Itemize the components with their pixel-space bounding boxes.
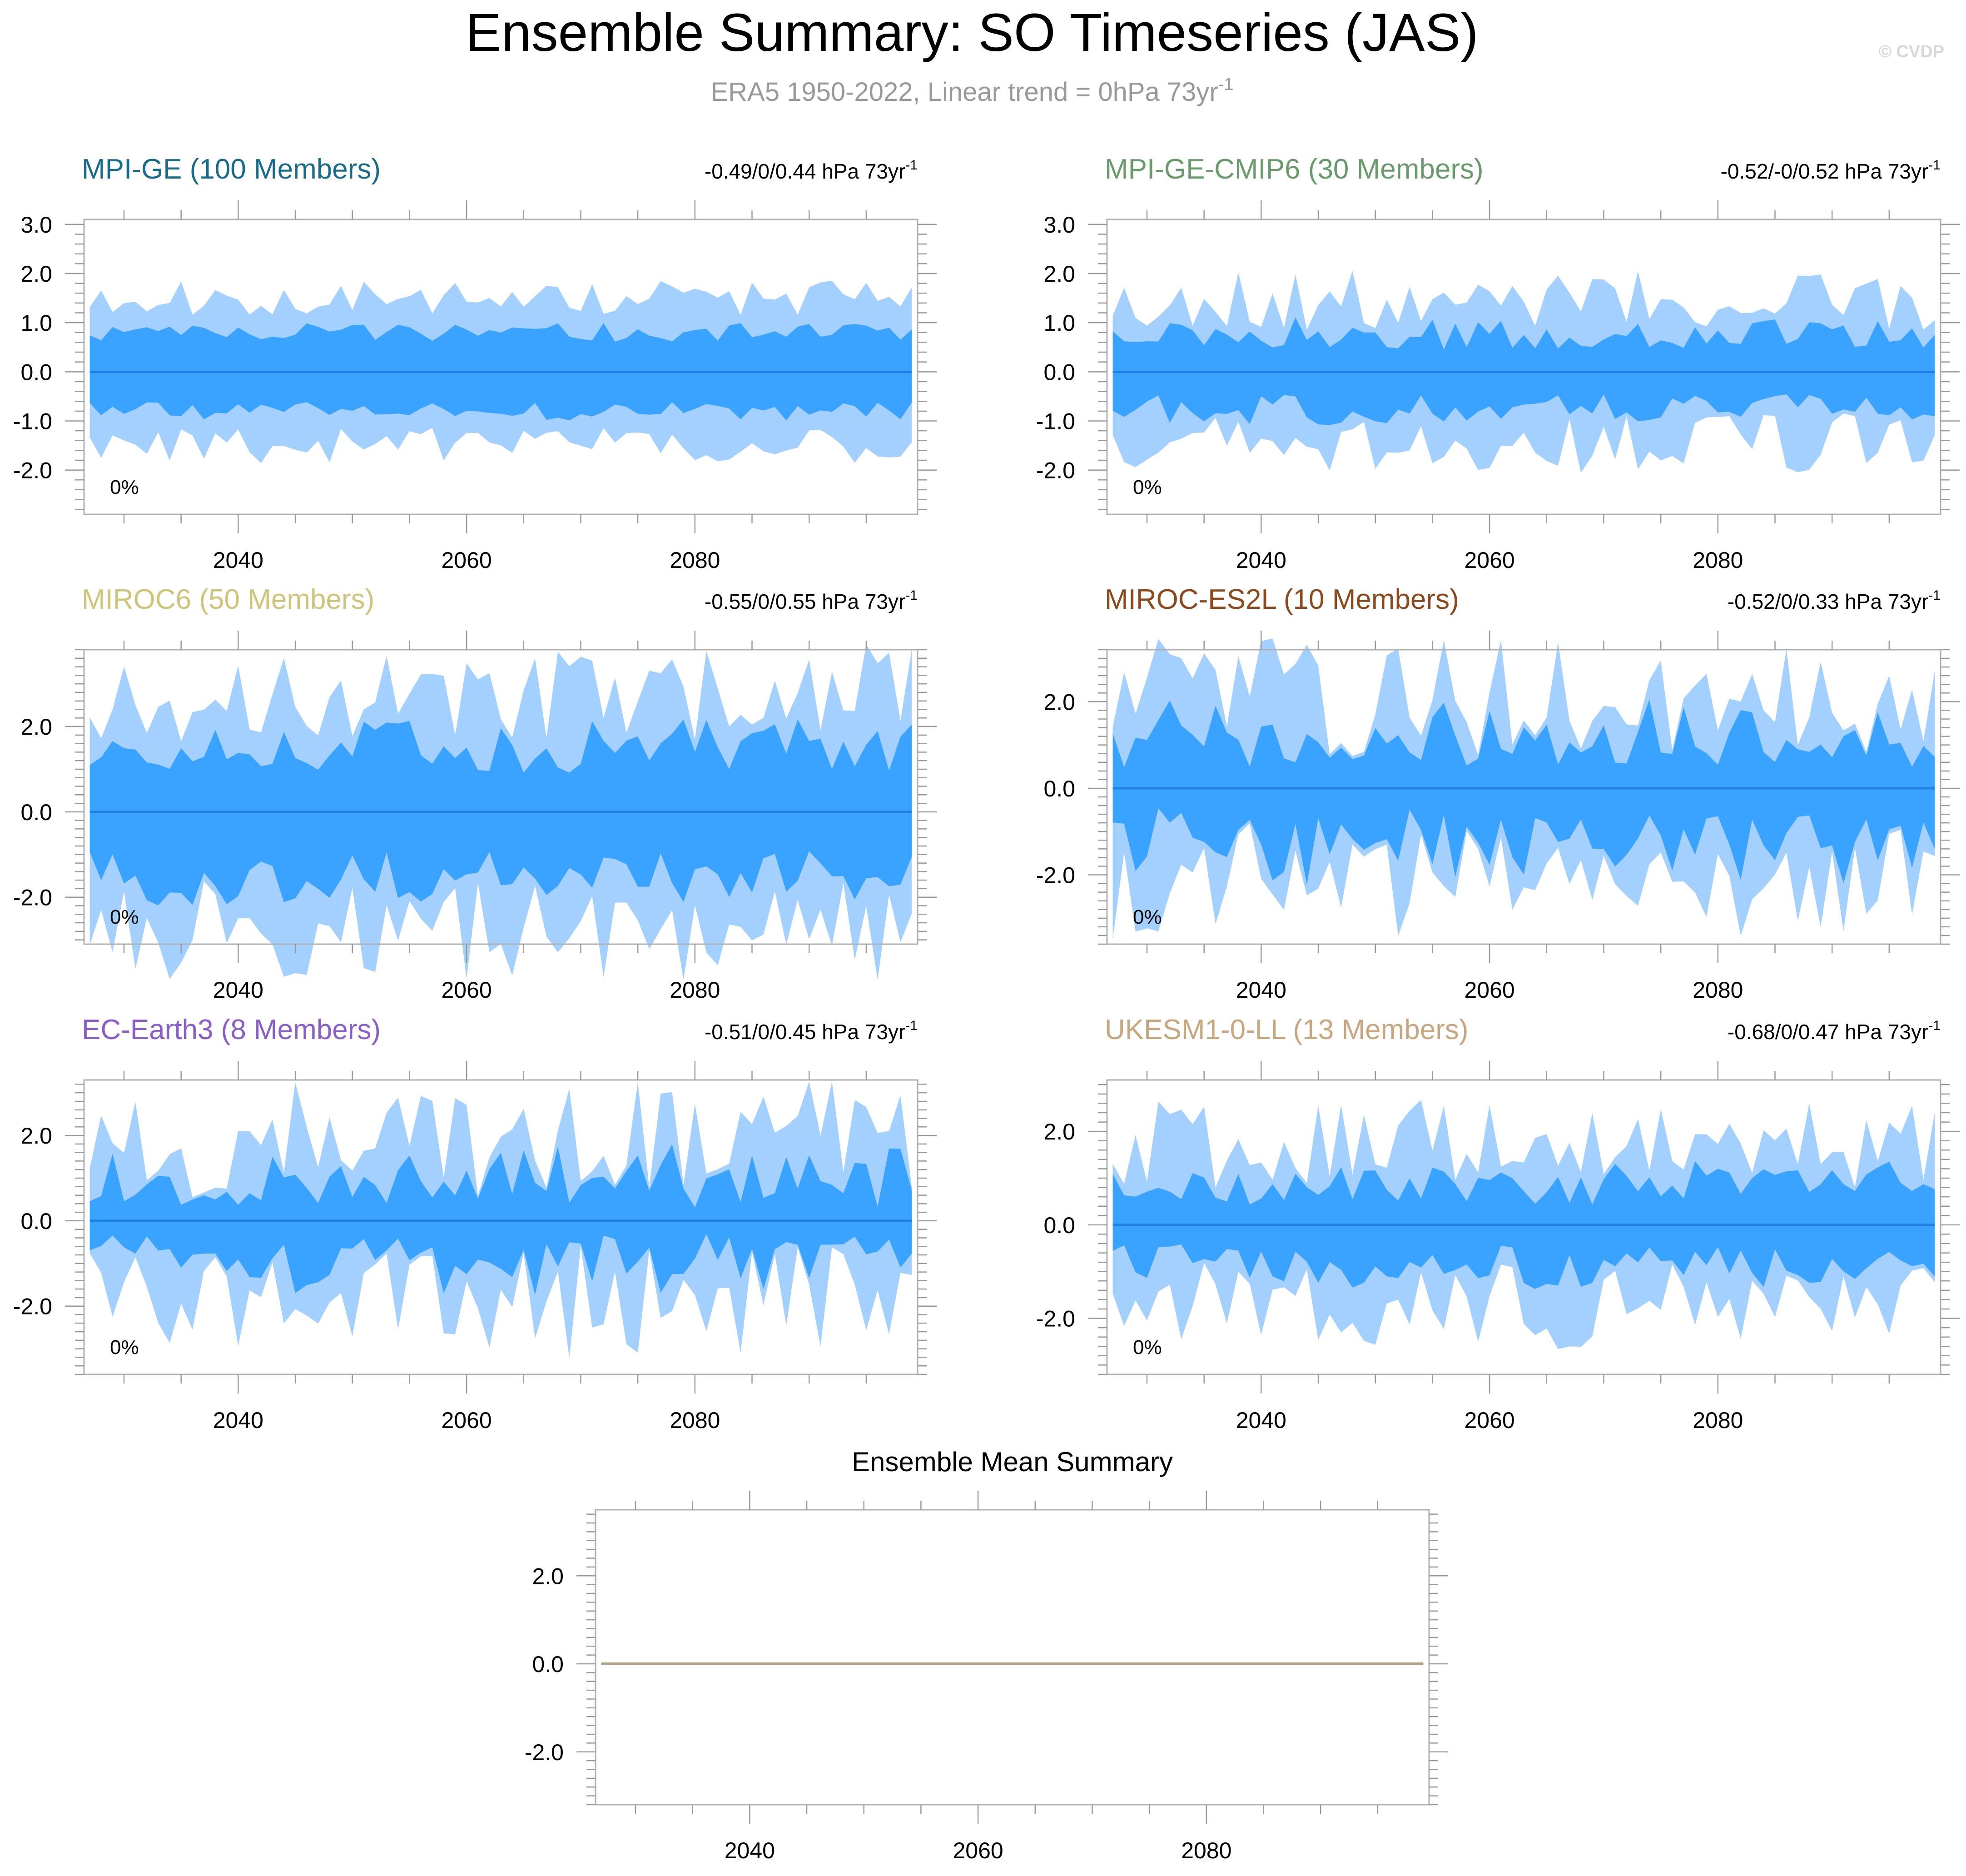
trend-range-label: -0.51/0/0.45 hPa 73yr-1 [705, 1018, 918, 1044]
panel-title: UKESM1-0-LL (13 Members) [1105, 1014, 1469, 1045]
x-tick-label: 2080 [670, 547, 720, 573]
y-tick-label: 0.0 [1043, 776, 1075, 801]
x-tick-label: 2060 [1464, 547, 1514, 573]
panel-title: MIROC-ES2L (10 Members) [1105, 584, 1459, 615]
trend-range-text: -0.55/0/0.55 hPa 73yr [705, 590, 905, 613]
trend-range-superscript: -1 [1928, 1018, 1941, 1033]
trend-range-label: -0.52/0/0.33 hPa 73yr-1 [1728, 588, 1941, 613]
chart-panel-ensemble-mean: -2.0 0.0 2.0 2040 2060 2080 Ensemble Mean Summ… [525, 1447, 1448, 1863]
x-tick-label: 2040 [213, 1408, 263, 1433]
chart-panel-miroc6: -2.0 0.0 2.0 2040 2060 2080 MIROC6 (50 Members… [13, 584, 937, 1003]
chart-panel-ukesm1-0-ll: -2.0 0.0 2.0 2040 2060 2080 UKESM1-0-LL (13 Me… [1036, 1014, 1960, 1433]
trend-range-superscript: -1 [1928, 158, 1941, 173]
y-tick-label: 2.0 [20, 261, 52, 287]
percent-label: 0% [1133, 476, 1162, 498]
plot-frame [1106, 1079, 1941, 1375]
y-tick-label: -1.0 [1036, 408, 1075, 434]
panel-title: MPI-GE-CMIP6 (30 Members) [1105, 154, 1484, 185]
x-tick-label: 2080 [670, 977, 720, 1003]
percent-label: 0% [1133, 906, 1162, 928]
y-tick-label: -2.0 [13, 1294, 52, 1319]
trend-range-text: -0.52/0/0.33 hPa 73yr [1728, 590, 1928, 613]
trend-range-superscript: -1 [1928, 588, 1941, 603]
figure-subtitle: ERA5 1950-2022, Linear trend = 0hPa 73yr… [710, 75, 1233, 107]
y-tick-label: -2.0 [1036, 458, 1075, 483]
y-tick-label: 0.0 [1043, 359, 1075, 385]
trend-range-label: -0.52/-0/0.52 hPa 73yr-1 [1721, 158, 1941, 183]
y-tick-label: 3.0 [1043, 212, 1075, 238]
watermark: © CVDP [1879, 42, 1944, 61]
chart-panel-ec-earth3: -2.0 0.0 2.0 2040 2060 2080 EC-Earth3 (8 Membe… [13, 1014, 937, 1433]
x-tick-label: 2080 [1693, 977, 1743, 1003]
y-tick-label: -2.0 [525, 1740, 564, 1765]
y-tick-label: -2.0 [1036, 1306, 1075, 1332]
x-tick-label: 2040 [213, 977, 263, 1003]
chart-panel-mpi-ge: -2.0 -1.0 0.0 1.0 2.0 3.0 2040 2060 2080 MPI-GE (… [13, 154, 937, 573]
trend-range-text: -0.51/0/0.45 hPa 73yr [705, 1020, 905, 1044]
plot-frame [83, 649, 918, 945]
plot-frame [83, 219, 918, 515]
trend-range-label: -0.68/0/0.47 hPa 73yr-1 [1728, 1018, 1941, 1044]
x-tick-label: 2040 [1236, 547, 1286, 573]
x-tick-label: 2080 [670, 1408, 720, 1433]
y-tick-label: 2.0 [1043, 689, 1075, 715]
chart-panel-miroc-es2l: -2.0 0.0 2.0 2040 2060 2080 MIROC-ES2L (10 Mem… [1036, 584, 1960, 1003]
figure-title: Ensemble Summary: SO Timeseries (JAS) [466, 3, 1478, 63]
trend-range-text: -0.49/0/0.44 hPa 73yr [705, 159, 905, 183]
y-tick-label: 2.0 [1043, 1119, 1075, 1145]
percent-label: 0% [110, 906, 139, 928]
x-tick-label: 2040 [1236, 1408, 1286, 1433]
trend-range-superscript: -1 [905, 588, 918, 603]
plot-frame [1106, 219, 1941, 515]
x-tick-label: 2040 [1236, 977, 1286, 1003]
y-tick-label: 1.0 [20, 310, 52, 336]
y-tick-label: 0.0 [1043, 1213, 1075, 1238]
trend-range-text: -0.52/-0/0.52 hPa 73yr [1721, 159, 1929, 183]
y-tick-label: 0.0 [532, 1652, 564, 1677]
percent-label: 0% [1133, 1336, 1162, 1358]
trend-range-label: -0.55/0/0.55 hPa 73yr-1 [705, 588, 918, 613]
panel-title: MPI-GE (100 Members) [82, 154, 381, 185]
y-tick-label: -2.0 [13, 458, 52, 483]
y-tick-label: -2.0 [13, 885, 52, 911]
y-tick-label: 2.0 [20, 714, 52, 740]
x-tick-label: 2060 [441, 547, 492, 573]
trend-range-label: -0.49/0/0.44 hPa 73yr-1 [705, 158, 918, 183]
x-tick-label: 2060 [441, 1408, 492, 1433]
y-tick-label: -1.0 [13, 408, 52, 434]
percent-label: 0% [110, 1336, 139, 1358]
inner-spread-band [89, 1144, 912, 1295]
x-tick-label: 2080 [1181, 1838, 1231, 1863]
x-tick-label: 2080 [1693, 1408, 1743, 1433]
x-tick-label: 2060 [1464, 977, 1514, 1003]
y-tick-label: 2.0 [20, 1123, 52, 1149]
panel-title: MIROC6 (50 Members) [82, 584, 374, 615]
panel-title: EC-Earth3 (8 Members) [82, 1014, 381, 1045]
percent-label: 0% [110, 476, 139, 498]
subtitle-superscript: -1 [1218, 75, 1234, 94]
x-tick-label: 2060 [953, 1838, 1003, 1863]
x-tick-label: 2060 [441, 977, 492, 1003]
y-tick-label: 2.0 [532, 1563, 564, 1589]
y-tick-label: 2.0 [1043, 261, 1075, 287]
y-tick-label: 1.0 [1043, 310, 1075, 336]
trend-range-superscript: -1 [905, 158, 918, 173]
inner-spread-band [1112, 699, 1935, 885]
x-tick-label: 2040 [213, 547, 263, 573]
panel-title: Ensemble Mean Summary [852, 1447, 1173, 1477]
plot-frame [595, 1509, 1430, 1806]
chart-panel-mpi-ge-cmip6: -2.0 -1.0 0.0 1.0 2.0 3.0 2040 2060 2080 MPI-GE-C… [1036, 154, 1960, 573]
y-tick-label: 0.0 [20, 800, 52, 825]
y-tick-label: -2.0 [1036, 863, 1075, 888]
y-tick-label: 0.0 [20, 1209, 52, 1234]
y-tick-label: 3.0 [20, 212, 52, 238]
x-tick-label: 2080 [1693, 547, 1743, 573]
trend-range-text: -0.68/0/0.47 hPa 73yr [1728, 1020, 1928, 1044]
y-tick-label: 0.0 [20, 359, 52, 385]
plot-frame [83, 1079, 918, 1375]
trend-range-superscript: -1 [905, 1018, 918, 1033]
x-tick-label: 2060 [1464, 1408, 1514, 1433]
x-tick-label: 2040 [725, 1838, 775, 1863]
